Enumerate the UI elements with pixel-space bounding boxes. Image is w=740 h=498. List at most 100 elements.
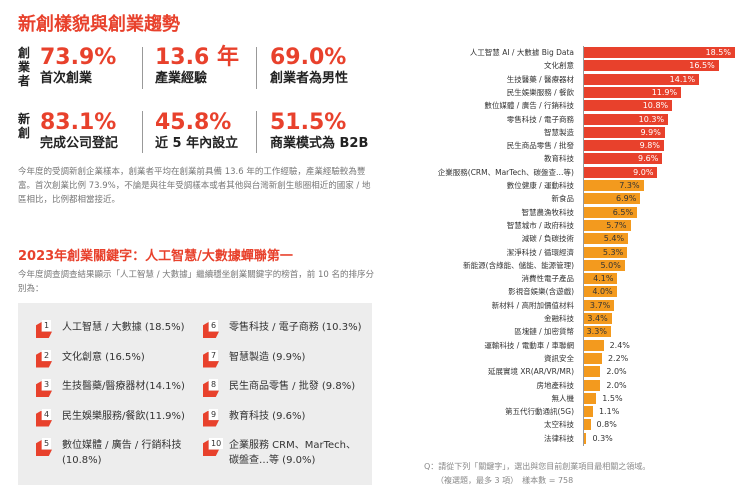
chart-row: 新能源(含綠能、儲能、能源管理) 5.0%	[420, 259, 740, 272]
bar	[584, 339, 604, 351]
summary-paragraph: 今年度的受調新創企業樣本，創業者平均在創業前具備 13.6 年的工作經驗，產業經…	[18, 167, 371, 205]
value-label: 14.1%	[669, 74, 696, 84]
bar	[584, 180, 644, 191]
category-label: 新能源(含綠能、儲能、能源管理)	[463, 260, 574, 270]
bar	[584, 432, 587, 444]
value-label: 5.3%	[602, 247, 624, 257]
value-label: 2.0%	[606, 380, 627, 390]
bar	[584, 273, 618, 285]
stat-label: 近 5 年內設立	[155, 136, 239, 151]
category-label: 第五代行動通訊(5G)	[505, 407, 574, 417]
rank-text: 智慧製造 (9.9%)	[229, 351, 306, 363]
stat-label: 產業經驗	[155, 71, 208, 86]
category-label: 民生商品零售 / 批發	[506, 141, 574, 151]
bar	[584, 286, 617, 298]
section-title: 2023年創業關鍵字：人工智慧/大數據蟬聯第一	[18, 249, 293, 264]
rank-number: 7	[209, 349, 219, 361]
chart-row: 教育科技 9.6%	[420, 152, 740, 165]
category-label: 無人機	[551, 393, 575, 403]
bar	[584, 366, 601, 378]
rank-badge-icon: 1	[36, 320, 54, 338]
bar	[584, 113, 669, 125]
bar	[584, 153, 663, 165]
chart-axis	[583, 46, 584, 446]
value-label: 18.5%	[705, 48, 731, 57]
chart-row: 運輸科技 / 電動車 / 車聯網 2.4%	[420, 339, 740, 352]
category-label: 法律科技	[544, 433, 574, 443]
category-label: 延展實境 XR(AR/VR/MR)	[487, 367, 574, 377]
category-label: 資訊安全	[544, 353, 574, 363]
chart-row: 金融科技 3.4%	[420, 312, 740, 325]
rank-badge-icon: 10	[203, 438, 224, 456]
chart-row: 房地產科技 2.0%	[420, 379, 740, 392]
rank-badge-icon: 7	[203, 349, 221, 368]
chart-row: 人工智慧 AI / 大數據 Big Data 18.5%	[420, 46, 740, 59]
value-label: 1.5%	[602, 393, 623, 403]
stat-value: 69.0%	[270, 45, 347, 70]
rank-item: 8 民生商品零售 / 批發 (9.8%)	[203, 379, 363, 397]
value-label: 9.6%	[638, 154, 659, 164]
rank-number: 6	[209, 320, 219, 331]
keyword-bar-chart: 人工智慧 AI / 大數據 Big Data 18.5% 文化創意 16.5% 生技醫藥…	[420, 46, 740, 446]
chart-row: 數位媒體 / 廣告 / 行銷科技 10.8%	[420, 99, 740, 112]
bar	[584, 73, 700, 85]
rank-number: 2	[42, 349, 52, 361]
category-label: 零售科技 / 電子商務	[506, 114, 574, 124]
rank-text: 民生商品零售 / 批發 (9.8%)	[229, 381, 356, 392]
rank-text: 人工智慧 / 大數據 (18.5%)	[62, 322, 185, 333]
chart-row: 第五代行動通訊(5G) 1.1%	[420, 405, 740, 418]
value-label: 2.2%	[607, 353, 629, 363]
value-label: 0.3%	[592, 433, 613, 443]
value-label: 2.4%	[609, 340, 630, 350]
rank-badge-icon: 4	[36, 408, 54, 427]
chart-row: 新材料 / 高附加價值材料 3.7%	[420, 299, 740, 312]
value-label: 9.9%	[640, 127, 661, 137]
bar	[584, 352, 602, 364]
category-label: 民生娛樂服務 / 餐飲	[506, 87, 574, 97]
category-label: 智慧農漁牧科技	[521, 207, 575, 217]
chart-row: 減碳 / 負碳技術 5.4%	[420, 232, 740, 245]
chart-row: 生技醫藥 / 醫療器材 14.1%	[420, 73, 740, 86]
rank-item: 1 人工智慧 / 大數據 (18.5%)	[36, 320, 186, 338]
bar	[584, 206, 638, 218]
stat-b2b: 51.5% 商業模式為 B2B	[270, 110, 368, 152]
bar	[584, 219, 631, 231]
category-label: 消費性電子產品	[521, 274, 575, 284]
divider	[142, 111, 143, 153]
chart-row: 數位健康 / 運動科技 7.3%	[420, 179, 740, 192]
rank-number: 8	[209, 379, 219, 390]
rank-item: 4 民生娛樂服務/餐飲(11.9%)	[36, 408, 186, 427]
category-label: 人工智慧 AI / 大數據 Big Data	[469, 48, 574, 57]
bar	[584, 406, 593, 418]
category-label: 減碳 / 負碳技術	[521, 234, 574, 244]
chart-row: 企業服務(CRM、MarTech、碳盤查…等) 9.0%	[420, 166, 740, 179]
bar	[584, 259, 625, 271]
note-question: Q：請從下列「關鍵字」，選出與您目前創業項目最相關之領域。	[424, 462, 651, 471]
category-label: 企業服務(CRM、MarTech、碳盤查…等)	[437, 167, 574, 177]
stat-first-time: 73.9% 首次創業	[40, 45, 116, 87]
stat-registered: 83.1% 完成公司登記	[40, 110, 118, 152]
bar	[584, 100, 673, 112]
category-label: 生技醫藥 / 醫療器材	[506, 74, 574, 84]
rank-item: 6 零售科技 / 電子商務 (10.3%)	[203, 320, 363, 338]
page-title: 新創樣貌與創業趨勢	[18, 14, 180, 35]
bar	[584, 233, 629, 245]
rank-text: 民生娛樂服務/餐飲(11.9%)	[62, 410, 185, 422]
category-label: 運輸科技 / 電動車 / 車聯網	[484, 340, 574, 350]
chart-row: 潔淨科技 / 循環經濟 5.3%	[420, 246, 740, 259]
category-label: 影視音娛樂(含遊戲)	[508, 287, 574, 297]
value-label: 4.0%	[592, 287, 613, 297]
chart-row: 文化創意 16.5%	[420, 59, 740, 72]
bar	[584, 47, 735, 58]
category-label: 金融科技	[544, 314, 574, 323]
rank-badge-icon: 8	[203, 379, 221, 397]
value-label: 1.1%	[598, 407, 620, 417]
rank-text: 生技醫藥/醫療器材(14.1%)	[62, 381, 185, 392]
stat-label: 首次創業	[40, 71, 93, 86]
rank-number: 10	[209, 438, 224, 449]
rank-text: 教育科技 (9.6%)	[229, 410, 306, 422]
chart-row: 無人機 1.5%	[420, 392, 740, 405]
chart-row: 新食品 6.9%	[420, 192, 740, 205]
value-label: 6.5%	[612, 207, 634, 217]
bar	[584, 140, 664, 152]
